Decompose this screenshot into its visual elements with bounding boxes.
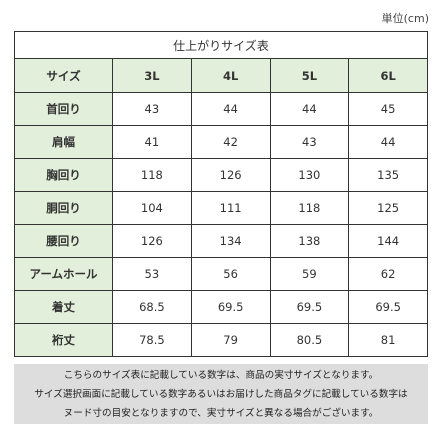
table-cell: 130 [269, 158, 350, 192]
table-cell: 44 [348, 125, 428, 159]
table-row: 首回り 43 44 44 45 [14, 92, 428, 126]
row-label: 肩幅 [14, 125, 113, 159]
table-cell: 126 [112, 224, 192, 258]
table-cell: 138 [269, 224, 350, 258]
table-cell: 78.5 [112, 323, 192, 357]
row-label: 胴回り [14, 191, 113, 225]
table-cell: 144 [348, 224, 428, 258]
note-line: ヌード寸の目安となりますので、実寸サイズと異なる場合がございます。 [63, 408, 379, 419]
table-cell: 45 [348, 92, 428, 126]
table-cell: 69.5 [348, 290, 428, 324]
table-header-row: サイズ 3L 4L 5L 6L [14, 58, 428, 93]
table-cell: 81 [348, 323, 428, 357]
unit-label: 単位(cm) [381, 12, 429, 25]
table-cell: 69.5 [190, 290, 271, 324]
table-cell: 44 [190, 92, 271, 126]
table-cell: 42 [190, 125, 271, 159]
table-row: アームホール 53 56 59 62 [14, 257, 428, 291]
table-cell: 118 [112, 158, 192, 192]
size-table: 仕上がりサイズ表 サイズ 3L 4L 5L 6L 首回り 43 44 44 45 肩幅 41… [14, 31, 428, 357]
table-cell: 135 [348, 158, 428, 192]
table-cell: 43 [112, 92, 192, 126]
table-cell: 69.5 [269, 290, 350, 324]
row-label: 裄丈 [14, 323, 113, 357]
table-cell: 62 [348, 257, 428, 291]
table-cell: 126 [190, 158, 271, 192]
table-cell: 43 [269, 125, 350, 159]
table-cell: 44 [269, 92, 350, 126]
size-header: 5L [269, 58, 350, 93]
table-title: 仕上がりサイズ表 [14, 31, 428, 59]
corner-header: サイズ [14, 58, 113, 93]
table-cell: 111 [190, 191, 271, 225]
table-cell: 134 [190, 224, 271, 258]
table-cell: 59 [269, 257, 350, 291]
table-row: 胸回り 118 126 130 135 [14, 158, 428, 192]
row-label: アームホール [14, 257, 113, 291]
row-label: 胸回り [14, 158, 113, 192]
table-row: 胴回り 104 111 118 125 [14, 191, 428, 225]
size-header: 3L [112, 58, 192, 93]
table-cell: 56 [190, 257, 271, 291]
table-row: 肩幅 41 42 43 44 [14, 125, 428, 159]
note-line: こちらのサイズ表に記載している数字は、商品の実寸サイズとなります。 [63, 370, 379, 381]
table-cell: 80.5 [269, 323, 350, 357]
table-row: 裄丈 78.5 79 80.5 81 [14, 323, 428, 357]
table-cell: 79 [190, 323, 271, 357]
table-cell: 104 [112, 191, 192, 225]
row-label: 着丈 [14, 290, 113, 324]
note-line: サイズ選択画面に記載している数字あるいはお届けした商品タグに記載している数字は [34, 389, 408, 400]
row-label: 腰回り [14, 224, 113, 258]
table-cell: 68.5 [112, 290, 192, 324]
size-header: 4L [190, 58, 271, 93]
size-note: こちらのサイズ表に記載している数字は、商品の実寸サイズとなります。 サイズ選択画… [14, 364, 428, 424]
table-title-row: 仕上がりサイズ表 [14, 31, 428, 59]
table-cell: 41 [112, 125, 192, 159]
table-cell: 125 [348, 191, 428, 225]
size-header: 6L [348, 58, 428, 93]
row-label: 首回り [14, 92, 113, 126]
table-row: 着丈 68.5 69.5 69.5 69.5 [14, 290, 428, 324]
table-row: 腰回り 126 134 138 144 [14, 224, 428, 258]
table-cell: 118 [269, 191, 350, 225]
table-cell: 53 [112, 257, 192, 291]
